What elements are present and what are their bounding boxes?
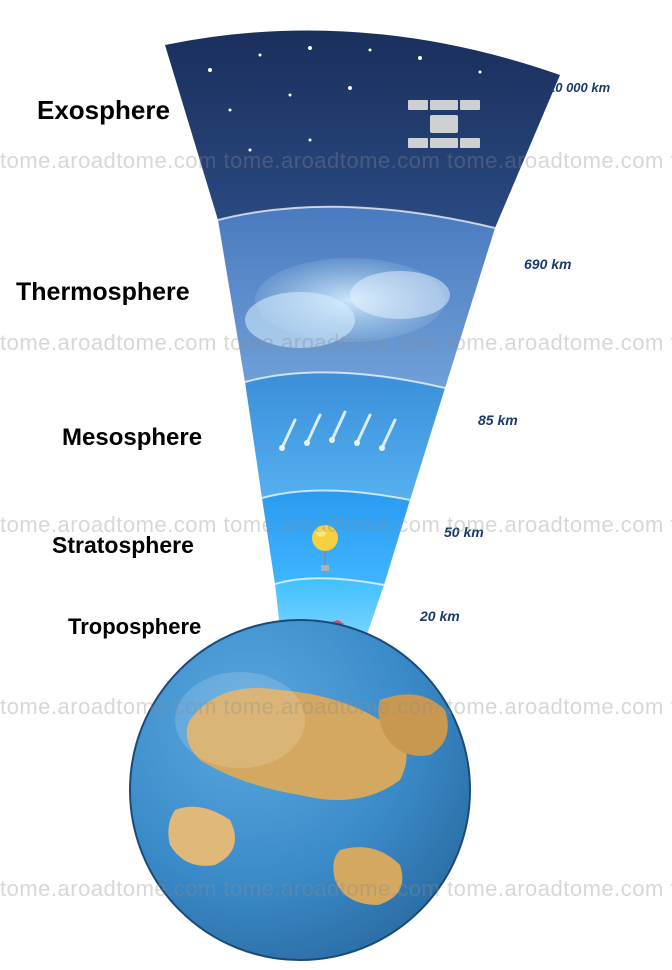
label-thermosphere: Thermosphere <box>16 278 190 307</box>
altitude-stratosphere: 50 km <box>444 524 484 540</box>
altitude-troposphere: 20 km <box>420 608 460 624</box>
label-troposphere: Troposphere <box>68 614 201 640</box>
atmosphere-diagram: Exosphere Thermosphere Mesosphere Strato… <box>0 0 672 965</box>
label-mesosphere: Mesosphere <box>62 424 202 452</box>
altitude-exosphere: 10 000 km <box>548 80 610 95</box>
diagram-svg <box>0 0 672 965</box>
label-exosphere: Exosphere <box>37 95 170 126</box>
altitude-mesosphere: 85 km <box>478 412 518 428</box>
layer-mesosphere <box>245 372 445 500</box>
earth-icon <box>130 620 470 960</box>
altitude-thermosphere: 690 km <box>524 256 571 272</box>
layer-exosphere <box>165 30 560 228</box>
label-stratosphere: Stratosphere <box>52 532 194 559</box>
